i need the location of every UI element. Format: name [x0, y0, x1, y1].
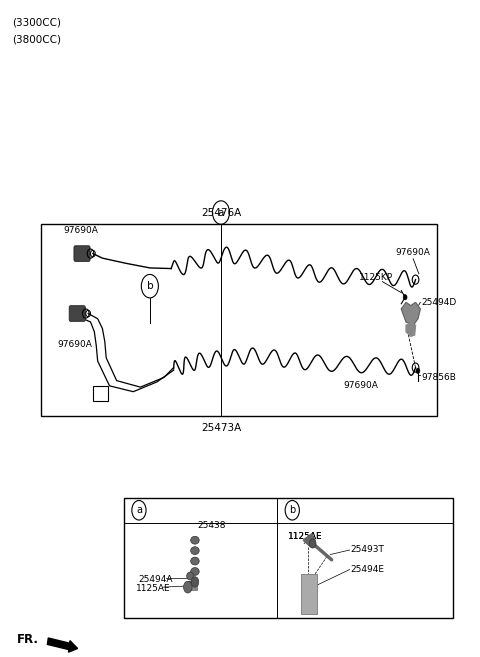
Ellipse shape	[187, 572, 194, 580]
Text: 97856B: 97856B	[421, 373, 456, 382]
Text: 25473A: 25473A	[201, 423, 241, 433]
Text: (3800CC): (3800CC)	[12, 34, 61, 44]
Ellipse shape	[191, 536, 199, 544]
Text: a: a	[136, 505, 142, 515]
FancyBboxPatch shape	[74, 246, 90, 261]
Bar	[124, 498, 454, 618]
Text: 25493T: 25493T	[350, 545, 384, 555]
Text: 1125AE: 1125AE	[288, 532, 322, 541]
FancyBboxPatch shape	[189, 584, 197, 591]
Ellipse shape	[191, 557, 199, 565]
Circle shape	[416, 368, 420, 373]
Text: 1125KP: 1125KP	[359, 273, 393, 282]
Ellipse shape	[191, 547, 199, 555]
Text: b: b	[289, 505, 295, 515]
Text: 97690A: 97690A	[57, 340, 92, 350]
Ellipse shape	[187, 581, 194, 589]
Bar	[41, 224, 437, 417]
Polygon shape	[406, 323, 416, 336]
Text: 97690A: 97690A	[343, 380, 378, 390]
Circle shape	[309, 539, 316, 548]
Text: b: b	[146, 281, 153, 291]
Text: 1125AE: 1125AE	[288, 532, 322, 541]
Text: 25494D: 25494D	[421, 298, 456, 307]
Text: 25438: 25438	[197, 522, 226, 530]
FancyArrow shape	[48, 638, 78, 652]
Circle shape	[403, 294, 407, 300]
Ellipse shape	[191, 568, 199, 576]
Circle shape	[183, 581, 192, 593]
FancyBboxPatch shape	[69, 306, 85, 321]
Text: 97690A: 97690A	[396, 248, 431, 257]
Text: 25476A: 25476A	[201, 208, 241, 217]
Polygon shape	[401, 302, 420, 325]
FancyBboxPatch shape	[301, 574, 317, 614]
Circle shape	[191, 577, 199, 587]
Text: FR.: FR.	[17, 633, 39, 646]
Text: 25494A: 25494A	[138, 575, 172, 584]
Text: 97690A: 97690A	[63, 226, 98, 235]
Text: (3300CC): (3300CC)	[12, 17, 61, 27]
Polygon shape	[303, 533, 315, 547]
Text: 25494E: 25494E	[350, 565, 384, 574]
Text: a: a	[218, 208, 224, 217]
Text: 1125AE: 1125AE	[136, 584, 170, 593]
